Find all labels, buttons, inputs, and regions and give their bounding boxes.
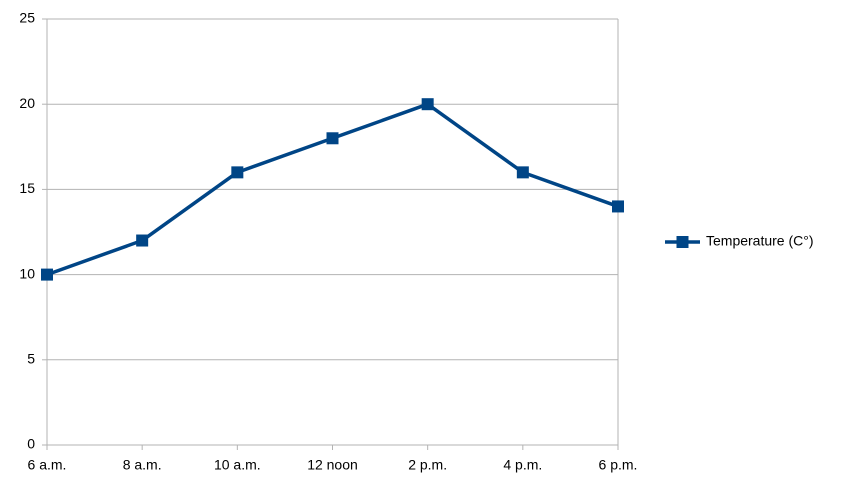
x-tick-label: 2 p.m. (408, 457, 447, 473)
point-marker (231, 166, 244, 179)
legend-label: Temperature (C°) (706, 233, 814, 249)
point-marker (516, 166, 529, 179)
y-tick-label: 25 (19, 10, 35, 26)
x-tick-label: 12 noon (307, 457, 358, 473)
point-marker (326, 132, 339, 145)
point-marker (421, 98, 434, 111)
y-tick-label: 20 (19, 95, 35, 111)
legend-marker (676, 236, 689, 248)
x-tick-label: 4 p.m. (503, 457, 542, 473)
y-tick-label: 0 (27, 436, 35, 452)
point-marker (612, 200, 624, 213)
x-tick-label: 10 a.m. (214, 457, 261, 473)
point-marker (136, 234, 149, 247)
x-tick-label: 8 a.m. (123, 457, 162, 473)
point-marker (41, 268, 53, 281)
y-tick-label: 15 (19, 180, 35, 196)
x-tick-label: 6 a.m. (28, 457, 67, 473)
y-tick-label: 10 (19, 265, 35, 281)
x-tick-label: 6 p.m. (599, 457, 638, 473)
y-tick-label: 5 (27, 351, 35, 367)
